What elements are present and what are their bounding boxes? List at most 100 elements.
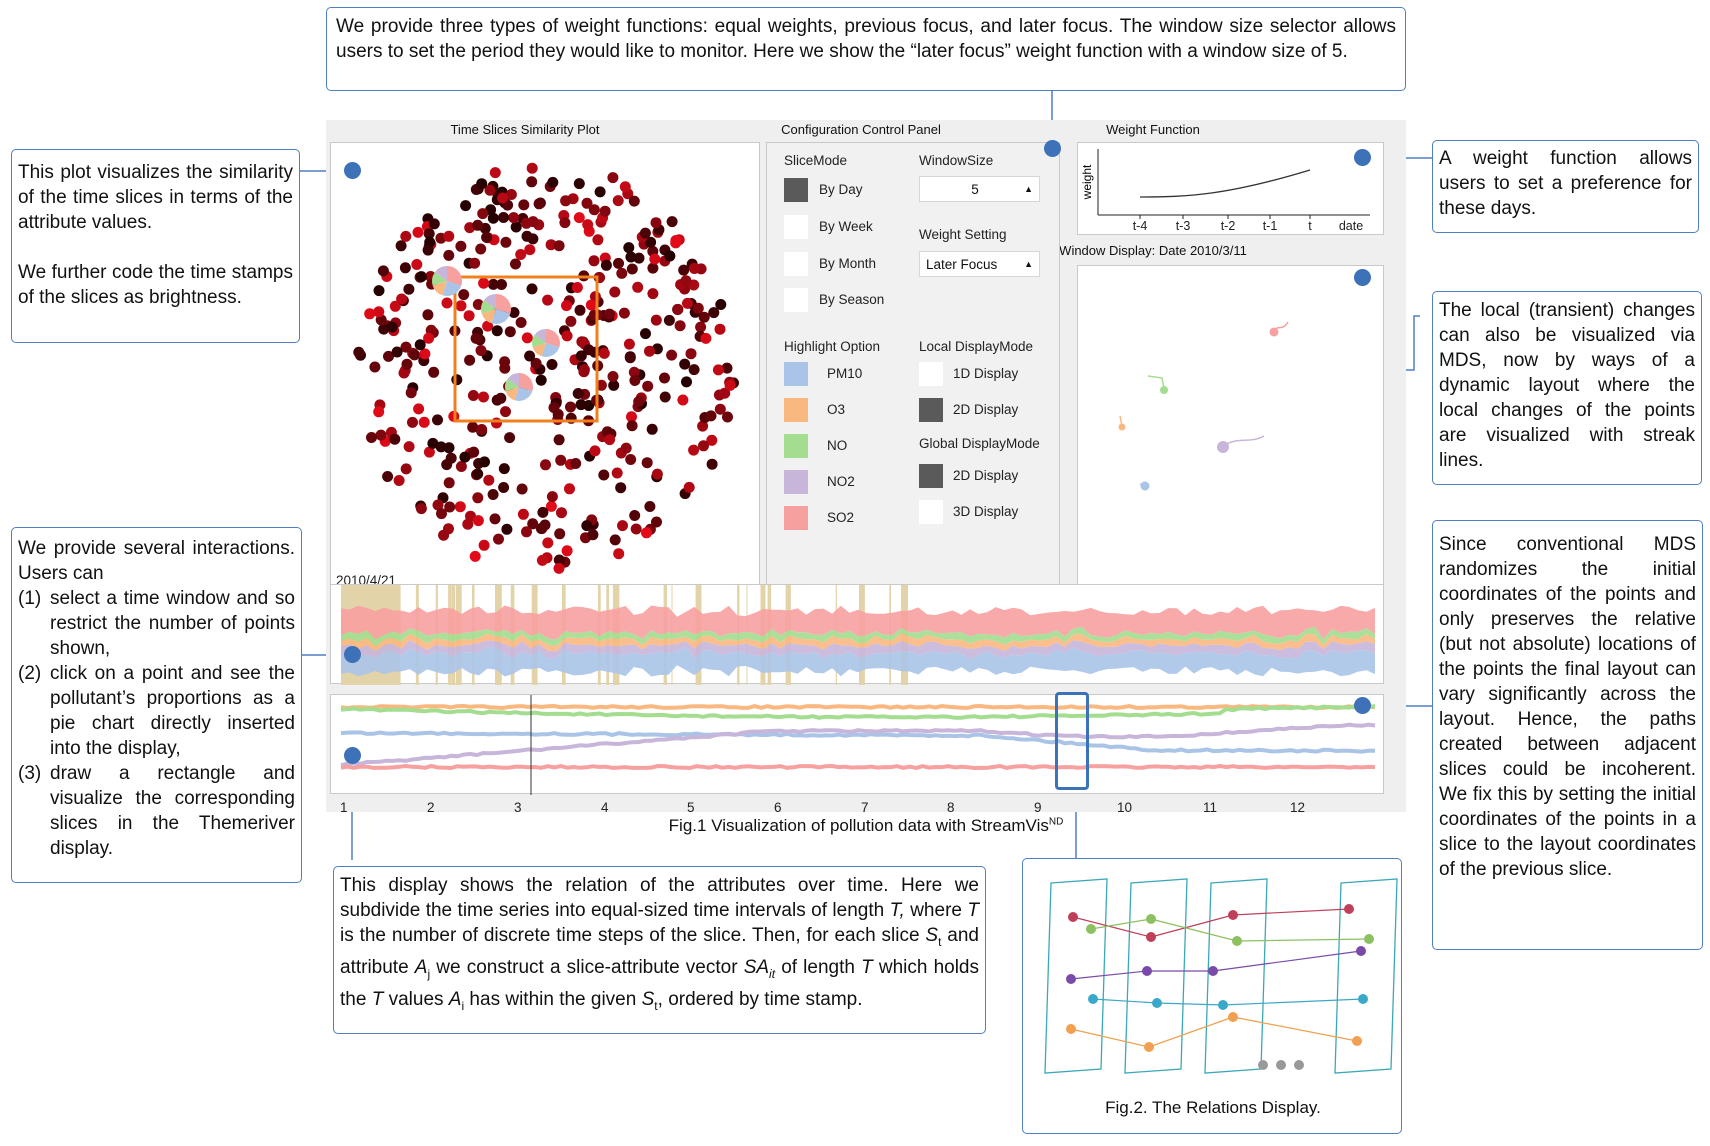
slice-point[interactable] [463,310,475,322]
slice-mode-month-swatch[interactable] [784,252,808,276]
slice-point[interactable] [721,362,733,374]
relations-line-panel[interactable] [330,694,1384,795]
slice-point[interactable] [607,371,619,382]
pie-chart[interactable] [480,294,512,325]
slice-point[interactable] [443,477,455,489]
slice-point[interactable] [630,523,642,535]
slice-point[interactable] [553,554,565,566]
slice-point[interactable] [688,364,700,376]
slice-point[interactable] [628,366,640,378]
slice-point[interactable] [467,421,479,433]
slice-point[interactable] [633,396,645,408]
slice-point[interactable] [482,320,494,332]
weight-function-chart[interactable]: weight t-4 t-3 t-2 t-1 t date [1078,143,1385,236]
slice-point[interactable] [518,199,530,211]
slice-point[interactable] [445,452,457,464]
slice-point[interactable] [423,446,435,458]
slice-point[interactable] [561,330,573,342]
slice-point[interactable] [546,359,558,370]
highlight-swatch[interactable] [784,362,808,386]
slice-point[interactable] [454,501,466,513]
slice-point[interactable] [400,230,412,242]
slice-point[interactable] [396,293,408,305]
slice-point[interactable] [645,236,657,248]
slice-point[interactable] [375,429,387,441]
slice-point[interactable] [432,414,443,426]
slice-point[interactable] [651,468,663,480]
slice-point[interactable] [432,499,444,511]
slice-point[interactable] [377,265,389,277]
slice-point[interactable] [526,162,538,174]
slice-point[interactable] [401,358,413,370]
global-2d-swatch[interactable] [919,464,943,488]
slice-point[interactable] [366,432,377,443]
slice-point[interactable] [496,279,507,290]
slice-point[interactable] [682,297,693,309]
slice-point[interactable] [487,489,499,500]
slice-point[interactable] [714,323,726,335]
slice-point[interactable] [574,304,586,316]
slice-point[interactable] [641,457,653,469]
slice-point[interactable] [588,255,600,267]
slice-point[interactable] [670,237,682,249]
slice-point[interactable] [663,314,675,326]
slice-point[interactable] [501,523,513,535]
slice-point[interactable] [472,515,484,527]
slice-point[interactable] [438,529,450,541]
slice-point[interactable] [516,483,528,495]
slice-point[interactable] [468,446,480,458]
slice-point[interactable] [626,411,637,423]
slice-point[interactable] [620,442,632,454]
slice-point[interactable] [561,300,572,312]
slice-point[interactable] [617,520,628,532]
slice-point[interactable] [413,403,425,415]
slice-point[interactable] [479,456,490,468]
slice-point[interactable] [500,406,511,418]
slice-point[interactable] [553,240,565,252]
pie-chart[interactable] [431,265,463,297]
slice-point[interactable] [508,307,520,318]
similarity-plot-panel[interactable]: 2010/4/21 [330,142,760,592]
slice-point[interactable] [373,285,385,297]
slice-point[interactable] [472,468,484,480]
slice-point[interactable] [609,534,621,546]
selection-rectangle[interactable] [453,275,599,423]
slice-point[interactable] [609,286,621,298]
slice-point[interactable] [415,503,427,515]
slice-point[interactable] [650,217,662,229]
slice-point[interactable] [458,289,470,301]
highlight-swatch[interactable] [784,398,808,422]
slice-point[interactable] [553,434,565,446]
window-display-streaks[interactable] [1078,266,1385,593]
slice-point[interactable] [378,323,390,335]
slice-point[interactable] [570,458,582,469]
slice-point[interactable] [688,444,700,456]
slice-point[interactable] [412,226,424,238]
slice-mode-day-swatch[interactable] [784,178,808,202]
slice-point[interactable] [504,432,516,444]
slice-point[interactable] [598,347,610,359]
slice-point[interactable] [423,228,435,240]
slice-point[interactable] [639,227,651,239]
slice-point[interactable] [542,537,554,549]
slice-point[interactable] [705,410,717,422]
window-display-panel[interactable] [1077,265,1384,592]
slice-point[interactable] [572,388,584,399]
slice-point[interactable] [644,345,655,357]
slice-point[interactable] [688,263,700,274]
slice-point[interactable] [712,364,724,376]
slice-point[interactable] [546,491,558,503]
slice-point[interactable] [499,362,511,374]
local-2d-swatch[interactable] [919,398,943,422]
slice-point[interactable] [571,282,583,293]
slice-point[interactable] [459,451,471,463]
slice-point[interactable] [581,520,593,532]
slice-point[interactable] [489,167,501,179]
slice-point[interactable] [624,352,636,364]
slice-point[interactable] [651,516,662,528]
slice-mode-week-swatch[interactable] [784,215,808,239]
slice-point[interactable] [582,219,594,231]
highlight-swatch[interactable] [784,470,808,494]
slice-point[interactable] [575,350,587,362]
slice-point[interactable] [472,492,484,504]
